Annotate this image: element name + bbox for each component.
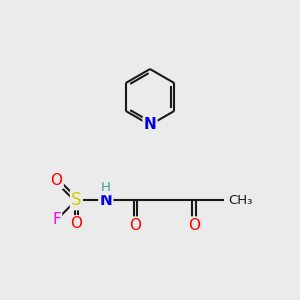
Text: N: N bbox=[144, 118, 156, 133]
Text: CH₃: CH₃ bbox=[228, 194, 252, 207]
Text: O: O bbox=[70, 216, 83, 231]
Text: N: N bbox=[100, 193, 112, 208]
Text: S: S bbox=[71, 191, 82, 209]
Text: F: F bbox=[52, 212, 61, 227]
Text: O: O bbox=[188, 218, 200, 232]
Text: O: O bbox=[51, 173, 63, 188]
Text: H: H bbox=[101, 181, 111, 194]
Text: O: O bbox=[129, 218, 141, 232]
